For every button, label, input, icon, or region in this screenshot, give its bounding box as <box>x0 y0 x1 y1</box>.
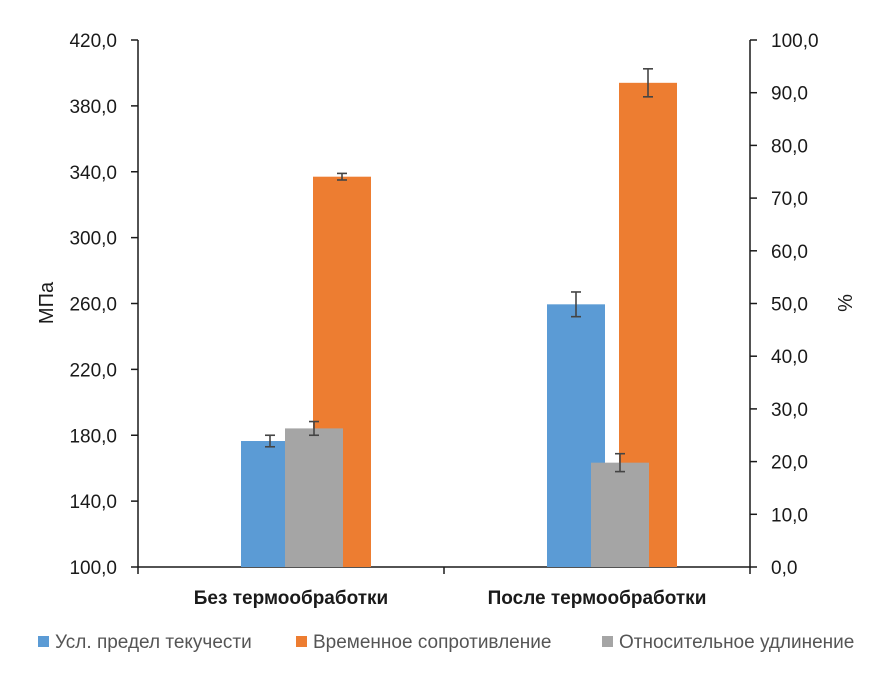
left-axis-title: МПа <box>36 281 58 324</box>
legend-item: Временное сопротивление <box>296 632 551 653</box>
left-tick-label: 140,0 <box>69 492 117 513</box>
left-tick-label: 260,0 <box>69 295 117 316</box>
error-bar <box>309 420 319 437</box>
legend-item: Относительное удлинение <box>602 632 854 653</box>
right-tick-label: 100,0 <box>771 31 819 52</box>
error-bars <box>265 68 653 473</box>
legend-item: Усл. предел текучести <box>38 632 252 653</box>
legend-swatch <box>602 636 613 647</box>
left-tick-label: 300,0 <box>69 229 117 250</box>
left-tick-label: 100,0 <box>69 558 117 579</box>
legend-label: Усл. предел текучести <box>55 632 252 653</box>
error-bar <box>643 68 653 98</box>
error-bar <box>615 452 625 473</box>
right-tick-label: 90,0 <box>771 84 808 105</box>
left-tick-label: 180,0 <box>69 426 117 447</box>
right-tick-label: 70,0 <box>771 189 808 210</box>
left-tick-label: 380,0 <box>69 97 117 118</box>
left-tick-label: 340,0 <box>69 163 117 184</box>
right-tick-label: 20,0 <box>771 453 808 474</box>
right-axis: 0,0 10,0 20,0 30,0 40,0 50,0 60,0 70,0 80,0 90,0 1… <box>749 31 819 579</box>
legend-swatch <box>296 636 307 647</box>
left-tick-label: 420,0 <box>69 31 117 52</box>
category-labels: Без термообработки После термообработки <box>194 588 707 609</box>
legend: Усл. предел текучести Временное сопротивл… <box>38 632 854 653</box>
right-tick-label: 10,0 <box>771 505 808 526</box>
right-tick-label: 0,0 <box>771 558 797 579</box>
right-tick-label: 30,0 <box>771 400 808 421</box>
legend-label: Временное сопротивление <box>313 632 551 653</box>
right-tick-label: 80,0 <box>771 136 808 157</box>
right-axis-title: % <box>835 294 857 312</box>
bar <box>591 462 649 567</box>
right-tick-label: 50,0 <box>771 295 808 316</box>
error-bar <box>265 434 275 448</box>
right-tick-label: 60,0 <box>771 242 808 263</box>
error-bar <box>337 172 347 181</box>
left-tick-label: 220,0 <box>69 360 117 381</box>
error-bar <box>571 291 581 318</box>
bars <box>241 82 677 568</box>
legend-label: Относительное удлинение <box>619 632 854 653</box>
left-axis: 100,0 140,0 180,0 220,0 260,0 300,0 340,0 380,0… <box>69 31 139 579</box>
right-tick-label: 40,0 <box>771 347 808 368</box>
category-label: Без термообработки <box>194 588 388 609</box>
bar <box>285 428 343 567</box>
legend-swatch <box>38 636 49 647</box>
category-label: После термообработки <box>488 588 707 609</box>
